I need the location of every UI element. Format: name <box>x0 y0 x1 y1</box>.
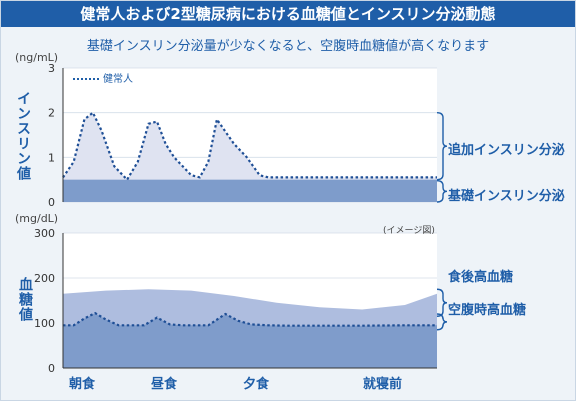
legend-label: 健常人 <box>103 74 133 85</box>
basal-insulin-label: 基礎インスリン分泌 <box>448 189 565 204</box>
glucose-tick-label: 300 <box>34 227 55 240</box>
glucose-unit: (mg/dL) <box>15 212 59 225</box>
insulin-axis-label: インスリン値 <box>15 91 31 181</box>
x-label-bedtime: 就寝前 <box>363 377 403 392</box>
glucose-tick-label: 200 <box>34 272 55 285</box>
x-label-breakfast: 朝食 <box>69 377 96 392</box>
additional-insulin-bracket <box>436 111 448 181</box>
postprandial-hyperglycemia-label: 食後高血糖 <box>448 270 514 285</box>
insulin-tick-label: 1 <box>48 151 55 164</box>
insulin-tick-label: 0 <box>48 196 55 209</box>
x-label-lunch: 昼食 <box>151 377 178 392</box>
glucose-tick-label: 0 <box>48 362 55 375</box>
insulin-tick-label: 3 <box>48 62 55 75</box>
insulin-unit: (ng/mL) <box>15 51 59 64</box>
glucose-axis-label: 血糖値 <box>17 277 33 322</box>
image-note: (イメージ図) <box>383 226 435 236</box>
postprandial-bracket <box>436 288 448 317</box>
basal-insulin-bracket <box>436 179 448 203</box>
glucose-healthy-line <box>63 311 437 327</box>
insulin-healthy-line <box>62 110 437 182</box>
fasting-hyperglycemia-label: 空腹時高血糖 <box>448 303 527 318</box>
x-label-dinner: 夕食 <box>243 377 270 392</box>
legend-dotted-swatch <box>73 78 99 80</box>
additional-insulin-label: 追加インスリン分泌 <box>448 143 565 158</box>
insulin-tick-label: 2 <box>48 107 55 120</box>
chart-subtitle: 基礎インスリン分泌量が少なくなると、空腹時血糖値が高くなります <box>86 39 490 54</box>
healthy-glucose-area <box>63 313 437 368</box>
glucose-tick-label: 100 <box>34 317 55 330</box>
chart-title: 健常人および2型糖尿病における血糖値とインスリン分泌動態 <box>1 1 575 27</box>
basal-insulin-band <box>63 179 437 202</box>
fasting-bracket <box>436 313 448 331</box>
legend: 健常人 <box>73 70 133 85</box>
